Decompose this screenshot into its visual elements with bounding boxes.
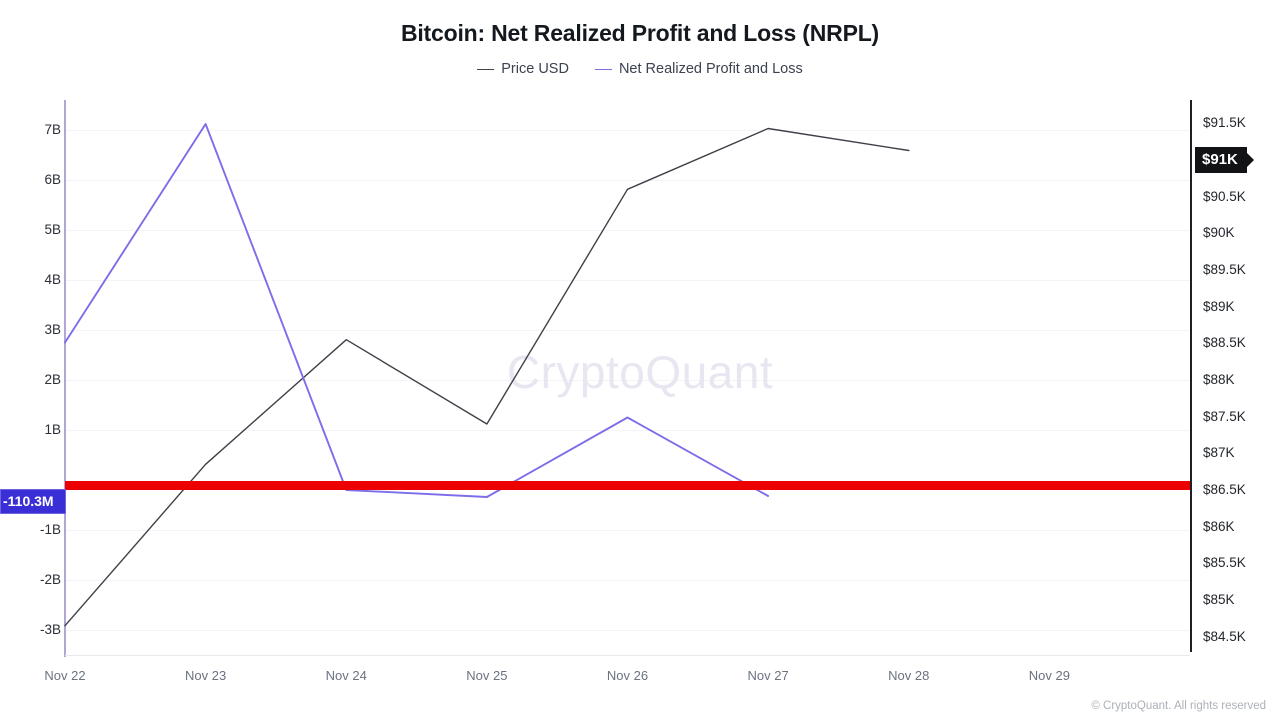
y-axis-left-tick-label: 4B (44, 272, 61, 287)
x-axis-line (65, 655, 1190, 656)
y-axis-right-tick-label: $84.5K (1203, 628, 1246, 644)
y-axis-right-tick-label: $90.5K (1203, 188, 1246, 204)
y-axis-right-tick-label: $89.5K (1203, 262, 1246, 277)
y-axis-right-tick-label: $90K (1203, 225, 1235, 241)
y-axis-right-tick-label: $87K (1203, 445, 1235, 461)
legend-label-price-usd: Price USD (501, 61, 569, 77)
gridline (65, 330, 1190, 331)
gridline (65, 380, 1190, 381)
chart-legend: Price USD Net Realized Profit and Loss (0, 61, 1280, 77)
gridline (65, 530, 1190, 531)
y-axis-right-tick-label: $85K (1203, 592, 1235, 607)
y-axis-left-tick-label: -3B (39, 622, 61, 637)
gridline (65, 580, 1190, 581)
legend-item-price-usd[interactable]: Price USD (477, 61, 569, 77)
left-value-badge: -110.3M (0, 488, 66, 514)
y-axis-left-tick-label: 5B (44, 222, 61, 237)
gridline (65, 180, 1190, 181)
series-line-nrpl (64, 123, 770, 498)
y-axis-right-tick-label: $89K (1203, 298, 1235, 314)
plot-area (65, 105, 1190, 655)
y-axis-right-tick-label: $86K (1203, 518, 1235, 534)
right-value-badge: $91K (1195, 147, 1247, 173)
x-axis-tick-label: Nov 25 (466, 668, 508, 683)
gridline (65, 280, 1190, 281)
y-axis-left-tick-label: 6B (44, 172, 61, 187)
legend-item-nrpl[interactable]: Net Realized Profit and Loss (594, 61, 803, 77)
y-axis-right-tick-label: $86.5K (1203, 482, 1246, 497)
y-axis-left-tick-label: -1B (39, 522, 61, 537)
y-axis-right-tick-label: $85.5K (1203, 555, 1246, 571)
series-line-price-usd (64, 127, 910, 627)
x-axis-tick-label: Nov 23 (185, 668, 227, 683)
x-axis-tick-label: Nov 27 (747, 668, 789, 683)
x-axis-tick-label: Nov 26 (606, 668, 649, 683)
y-axis-right-tick-label: $87.5K (1203, 408, 1246, 424)
y-axis-right-tick-label: $91.5K (1203, 115, 1246, 131)
x-axis-tick-label: Nov 24 (325, 668, 367, 683)
y-axis-left-tick-label: 7B (44, 122, 61, 137)
y-axis-right-tick-label: $88K (1203, 372, 1235, 387)
legend-swatch-nrpl (594, 68, 612, 70)
legend-label-nrpl: Net Realized Profit and Loss (618, 61, 803, 77)
y-axis-left-tick-label: -2B (39, 572, 61, 587)
x-axis-tick-label: Nov 28 (888, 668, 930, 683)
gridline (65, 130, 1190, 131)
page-title: Bitcoin: Net Realized Profit and Loss (N… (400, 20, 880, 46)
gridline (65, 230, 1190, 231)
y-axis-right-tick-label: $88.5K (1203, 335, 1246, 351)
y-axis-left-tick-label: 2B (44, 372, 61, 387)
legend-swatch-price-usd (477, 68, 495, 70)
x-axis-tick-label: Nov 22 (44, 668, 86, 683)
gridline (65, 430, 1190, 431)
y-axis-left-tick-label: 3B (44, 322, 61, 337)
y-axis-left-line (64, 100, 66, 657)
y-axis-left-tick-label: 1B (44, 422, 61, 437)
y-axis-right-line (1190, 100, 1192, 652)
watermark: CryptoQuant (506, 346, 774, 398)
gridline (65, 630, 1190, 631)
copyright-text: © CryptoQuant. All rights reserved (1091, 700, 1266, 712)
x-axis-tick-label: Nov 29 (1028, 668, 1070, 683)
